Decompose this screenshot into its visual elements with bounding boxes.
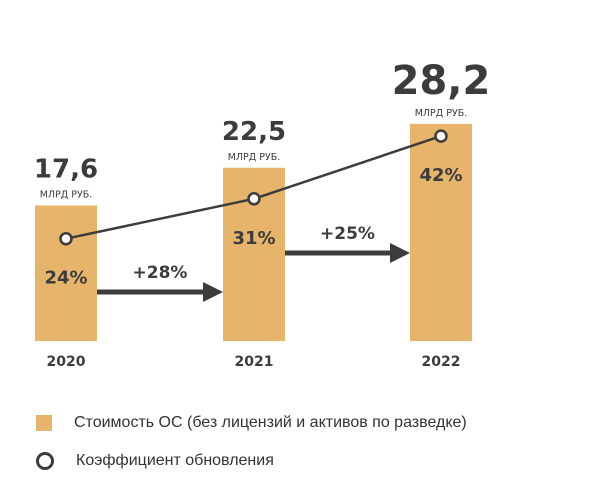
renewal-label-2022: 42% (419, 165, 462, 186)
renewal-label-2020: 24% (44, 268, 87, 289)
legend-line-label: Коэффициент обновления (76, 452, 274, 469)
legend-bar-swatch (36, 415, 52, 431)
bar-unit-2021: МЛРД РУБ. (228, 152, 281, 163)
legend-item-bars: Стоимость ОС (без лицензий и активов по … (36, 414, 467, 432)
bar-unit-2020: МЛРД РУБ. (40, 189, 93, 200)
legend-circle-marker (36, 452, 54, 470)
renewal-point-2020 (59, 231, 73, 246)
bar-unit-2022: МЛРД РУБ. (415, 108, 468, 119)
x-tick-2021: 2021 (235, 354, 274, 370)
growth-label-1: +25% (320, 224, 375, 244)
x-tick-2020: 2020 (47, 354, 86, 370)
bar-2020 (35, 205, 97, 341)
renewal-label-2021: 31% (232, 228, 275, 249)
legend-bar-label: Стоимость ОС (без лицензий и активов по … (74, 414, 467, 431)
growth-arrow-head-1 (390, 243, 410, 263)
x-tick-2022: 2022 (422, 354, 461, 370)
bar-value-2021: 22,5 (222, 117, 286, 147)
legend-item-line: Коэффициент обновления (36, 452, 274, 470)
growth-arrow-head-0 (203, 282, 223, 302)
bar-2022 (410, 123, 472, 341)
renewal-point-2022 (434, 129, 448, 143)
growth-label-0: +28% (133, 263, 188, 283)
bar-value-2022: 28,2 (392, 58, 491, 104)
renewal-point-2021 (247, 192, 261, 206)
bar-value-2020: 17,6 (34, 154, 98, 184)
